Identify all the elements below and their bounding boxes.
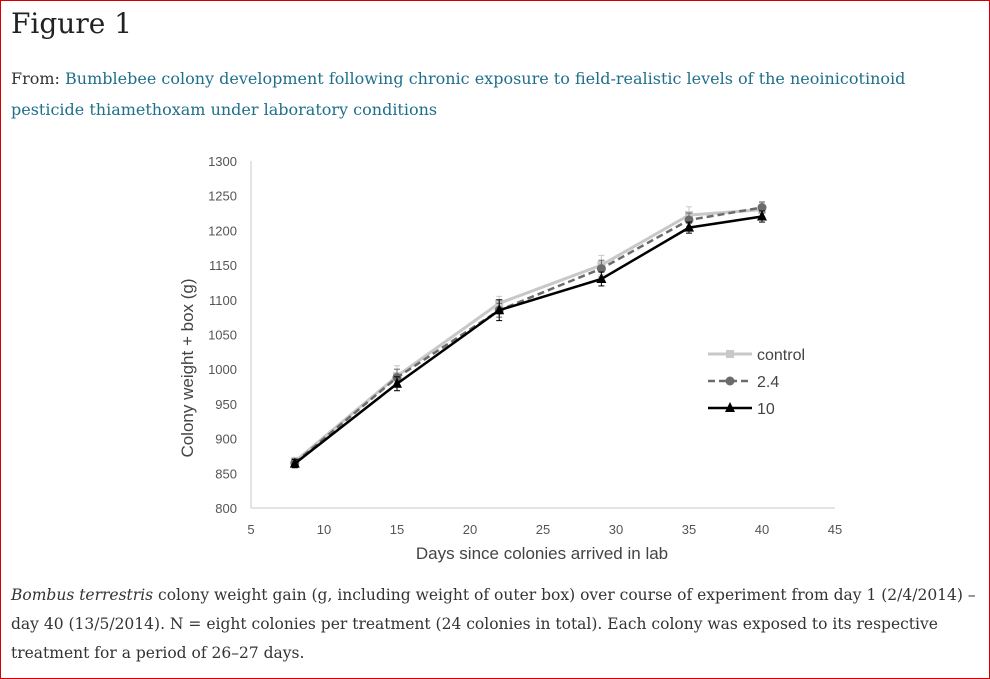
figure-caption: Bombus terrestris colony weight gain (g,… [11, 581, 981, 668]
caption-species: Bombus terrestris [11, 586, 154, 604]
y-tick-label: 1050 [208, 328, 237, 343]
x-axis-label: Days since colonies arrived in lab [416, 544, 668, 563]
y-tick-label: 1150 [209, 258, 237, 273]
x-tick-label: 30 [609, 522, 623, 537]
legend-label: 2.4 [757, 374, 779, 391]
weight-chart: 5 10 15 20 25 30 35 40 45 800 850 900 950 1000 1050 11… [178, 154, 842, 563]
y-tick-label: 1300 [208, 154, 237, 169]
x-tick-label: 10 [317, 522, 331, 537]
legend-label: control [757, 347, 805, 364]
y-tick-label: 1250 [208, 189, 237, 204]
from-label: From: [11, 69, 60, 88]
y-tick-label: 950 [215, 397, 237, 412]
chart-legend: control 2.4 10 [708, 347, 805, 418]
legend-swatch-marker [725, 402, 735, 412]
y-axis-label: Colony weight + box (g) [178, 278, 197, 457]
y-tick-label: 1200 [208, 223, 237, 238]
source-line: From: Bumblebee colony development follo… [11, 63, 976, 125]
series-2.4 [290, 201, 767, 468]
data-point [596, 272, 607, 283]
legend-swatch-marker [725, 376, 735, 386]
legend-swatch-marker [726, 350, 734, 358]
y-tick-label: 850 [215, 466, 237, 481]
x-tick-labels: 5 10 15 20 25 30 35 40 45 [247, 522, 842, 537]
data-point [289, 457, 300, 468]
data-point [392, 377, 402, 388]
x-tick-label: 20 [463, 522, 477, 537]
y-tick-label: 1000 [208, 362, 237, 377]
chart-axes [250, 161, 835, 509]
caption-text: colony weight gain (g, including weight … [11, 586, 976, 662]
y-tick-labels: 800 850 900 950 1000 1050 1100 1150 1200 1250 1300 [208, 154, 237, 516]
data-point [757, 202, 767, 212]
series-control [290, 202, 766, 467]
figure-title: Figure 1 [11, 7, 133, 40]
source-article-link[interactable]: Bumblebee colony development following c… [11, 69, 906, 119]
chart-series [289, 201, 767, 469]
y-tick-label: 1100 [209, 293, 237, 308]
series-line [294, 215, 763, 465]
data-point [757, 210, 767, 221]
legend-label: 10 [757, 401, 775, 418]
x-tick-label: 25 [536, 522, 550, 537]
x-tick-label: 35 [682, 522, 696, 537]
x-tick-label: 15 [390, 522, 404, 537]
y-tick-label: 800 [215, 501, 237, 516]
data-point [494, 304, 505, 315]
x-tick-label: 45 [828, 522, 842, 537]
series-line [293, 206, 763, 464]
x-tick-label: 5 [247, 522, 254, 537]
series-line [293, 208, 763, 463]
x-tick-label: 40 [755, 522, 769, 537]
data-point [596, 264, 606, 274]
data-point [684, 221, 694, 232]
series-10 [289, 210, 767, 469]
y-tick-label: 900 [215, 432, 237, 447]
